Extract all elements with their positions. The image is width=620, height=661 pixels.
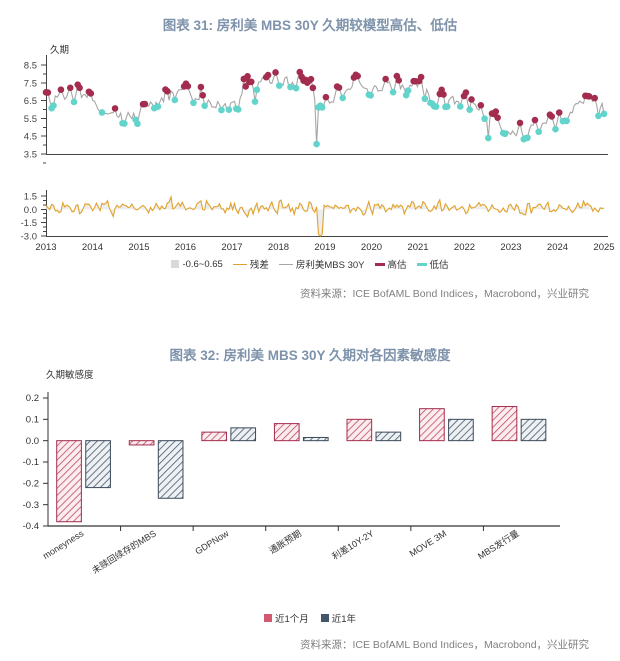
svg-text:2014: 2014 bbox=[82, 242, 103, 253]
svg-text:2022: 2022 bbox=[454, 242, 475, 253]
svg-text:2024: 2024 bbox=[547, 242, 568, 253]
svg-text:久期: 久期 bbox=[50, 44, 69, 56]
svg-text:通胀预期: 通胀预期 bbox=[267, 528, 303, 556]
svg-text:-1.5: -1.5 bbox=[21, 218, 37, 229]
svg-text:2019: 2019 bbox=[314, 242, 335, 253]
svg-text:GDPNow: GDPNow bbox=[193, 528, 231, 557]
svg-text:moneyness: moneyness bbox=[41, 528, 86, 561]
svg-text:-0.4: -0.4 bbox=[23, 521, 39, 532]
svg-text:-0.3: -0.3 bbox=[23, 500, 39, 511]
svg-text:0.0: 0.0 bbox=[26, 436, 39, 447]
svg-text:2017: 2017 bbox=[221, 242, 242, 253]
svg-text:-0.1: -0.1 bbox=[23, 457, 39, 468]
svg-text:0.0: 0.0 bbox=[24, 205, 37, 216]
svg-text:8.5: 8.5 bbox=[24, 61, 37, 72]
svg-text:2013: 2013 bbox=[35, 242, 56, 253]
svg-text:6.5: 6.5 bbox=[24, 96, 37, 107]
svg-text:2020: 2020 bbox=[361, 242, 382, 253]
svg-text:2025: 2025 bbox=[593, 242, 614, 253]
svg-text:2018: 2018 bbox=[268, 242, 289, 253]
svg-text:4.5: 4.5 bbox=[24, 132, 37, 143]
svg-text:利差10Y-2Y: 利差10Y-2Y bbox=[330, 527, 376, 561]
svg-text:2015: 2015 bbox=[128, 242, 149, 253]
svg-text:0.1: 0.1 bbox=[26, 415, 39, 426]
svg-text:久期敏感度: 久期敏感度 bbox=[46, 369, 94, 381]
svg-text:5.5: 5.5 bbox=[24, 114, 37, 125]
svg-text:2016: 2016 bbox=[175, 242, 196, 253]
svg-text:0.2: 0.2 bbox=[26, 393, 39, 404]
svg-text:-3.0: -3.0 bbox=[21, 232, 37, 243]
svg-text:3.5: 3.5 bbox=[24, 150, 37, 161]
svg-text:1.5: 1.5 bbox=[24, 192, 37, 203]
svg-text:7.5: 7.5 bbox=[24, 78, 37, 89]
svg-text:2021: 2021 bbox=[407, 242, 428, 253]
svg-text:MBS发行量: MBS发行量 bbox=[475, 527, 520, 561]
svg-text:2023: 2023 bbox=[500, 242, 521, 253]
svg-text:MOVE 3M: MOVE 3M bbox=[408, 528, 449, 558]
svg-text:-0.2: -0.2 bbox=[23, 479, 39, 490]
svg-text:未赎回续存的MBS: 未赎回续存的MBS bbox=[90, 527, 158, 575]
